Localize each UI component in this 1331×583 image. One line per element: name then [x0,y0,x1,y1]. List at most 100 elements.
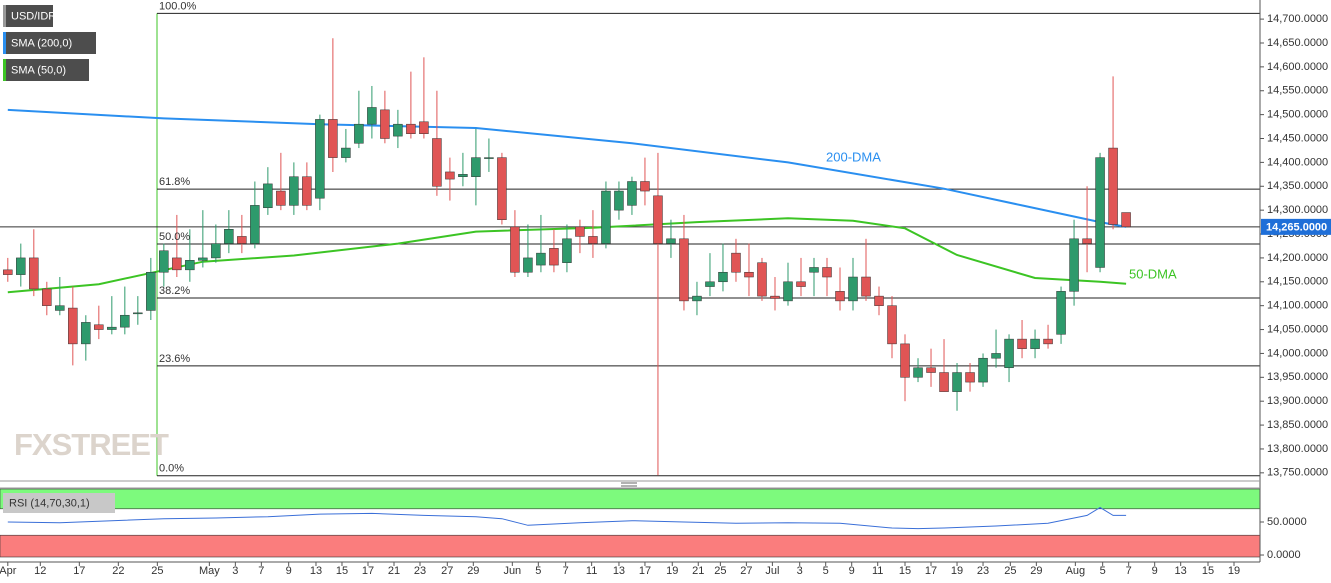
last-price-label: 14,265.0000 [1266,221,1327,233]
candle-body [861,276,871,297]
y-tick-label: 13,850.0000 [1267,419,1328,431]
fib-label: 0.0% [159,463,184,475]
candle-body [536,252,546,266]
candle-body [718,271,728,283]
candle-body [250,205,260,244]
x-tick-label: 13 [1175,565,1187,577]
moving-average-line [7,108,1127,228]
candle-body [198,257,208,261]
x-tick-label: 29 [1030,565,1042,577]
rsi-label: RSI (14,70,30,1) [9,497,90,509]
candle-body [887,305,897,345]
candle-body [367,107,377,125]
candle-body [68,307,78,345]
legend-swatch [3,32,6,54]
candle-body [1043,338,1053,345]
rsi-line [7,506,1127,530]
candle-body [1082,238,1092,244]
candle-body [523,257,533,273]
x-tick-label: 5 [823,565,829,577]
candle-body [666,238,676,244]
y-tick-label: 14,150.0000 [1267,276,1328,288]
x-tick-label: 5 [535,565,541,577]
candle-body [692,295,702,302]
x-tick-label: 11 [586,565,597,577]
candle-body [471,157,481,177]
candle-body [1056,291,1066,335]
candle-body [276,190,286,206]
x-tick-label: 21 [388,565,400,577]
candle-body [224,229,234,244]
candle-body [627,181,637,206]
x-tick-label: 22 [112,565,124,577]
candle-body [809,267,819,273]
candle-body [549,248,559,266]
x-tick-label: 25 [151,565,163,577]
x-tick-label: Jun [503,565,521,577]
legend-box [3,5,53,27]
x-tick-label: 29 [467,565,479,577]
candle-body [42,288,52,306]
candle-body [653,195,663,244]
candle-body [458,174,468,177]
x-tick-label: 17 [362,565,374,577]
candle-body [81,322,91,345]
x-tick-label: 7 [258,565,264,577]
x-tick-label: 27 [740,565,752,577]
candle-body [796,281,806,287]
x-tick-label: 19 [666,565,678,577]
candle-body [445,171,455,180]
y-tick-label: 13,900.0000 [1267,395,1328,407]
candle-body [159,250,169,273]
line-annotation: 200-DMA [826,149,881,164]
x-tick-label: 5 [1100,565,1106,577]
candle-body [341,147,351,158]
y-tick-label: 14,300.0000 [1267,204,1328,216]
x-tick-label: 17 [925,565,937,577]
candle-body [263,183,273,209]
candle-body [172,257,182,271]
y-tick-label: 14,450.0000 [1267,132,1328,144]
overbought-band [0,488,1261,510]
candle-body [1017,338,1027,349]
resize-handle[interactable] [621,482,637,487]
y-tick-label: 14,350.0000 [1267,180,1328,192]
moving-average-line [7,217,1127,294]
x-tick-label: 25 [1004,565,1016,577]
candle-body [770,295,780,299]
candle-body [614,190,624,211]
x-tick-label: 23 [977,565,989,577]
candle-body [900,343,910,378]
fib-label: 23.6% [159,353,190,365]
legend-box [3,59,89,81]
candle-body [874,295,884,306]
candle-body [237,236,247,244]
candle-body [913,367,923,378]
candle-body [848,276,858,302]
x-tick-label: 3 [232,565,238,577]
x-tick-label: May [199,565,220,577]
candle-body [588,236,598,244]
oversold-band [0,534,1261,558]
x-tick-label: 15 [1202,565,1214,577]
candle-body [757,262,767,297]
legend: USD/IDR SMA (200,0) SMA (50,0) [3,5,96,81]
x-tick-label: 3 [797,565,803,577]
x-tick-label: Aug [1066,565,1086,577]
candle-body [94,324,104,330]
candle-body [146,271,156,311]
candle-body [939,372,949,392]
x-tick-label: Apr [0,565,17,577]
rsi-label-box [3,493,115,513]
x-tick-label: 15 [899,565,911,577]
y-tick-label: 14,550.0000 [1267,85,1328,97]
candle-body [55,305,65,311]
candle-body [601,190,611,244]
candle-body [1095,157,1105,268]
watermark: FXSTREET [14,427,169,462]
candle-body [120,314,130,328]
x-tick-label: 27 [441,565,453,577]
